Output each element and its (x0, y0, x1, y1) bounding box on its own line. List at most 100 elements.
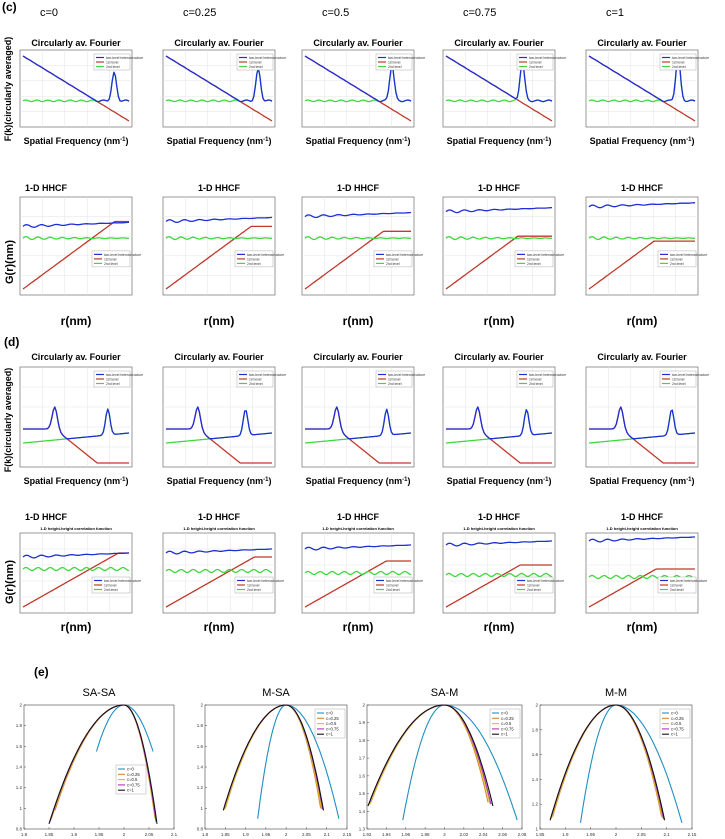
fourier-title: Circularly av. Fourier (174, 352, 264, 362)
e-xtick-label: 2.02 (459, 832, 468, 837)
c-hhcf-4-series-1st (588, 240, 695, 290)
c-hhcf-2-series-two-level (304, 211, 412, 219)
e-xtick-label: 2.05 (637, 832, 646, 837)
d-fourier-3-legend-label: two-level heterostructure (529, 373, 566, 377)
fourier-xlabel: Spatial Frequency (nm-1) (306, 136, 411, 146)
e-ytick-label: 1.8 (197, 723, 204, 728)
d-fourier-4-legend-label: 1st level (672, 378, 685, 382)
c-hhcf-0-legend-label: 2nd level (104, 262, 118, 266)
e-xtick-label: 2.1 (324, 832, 331, 837)
d-hhcf-4-legend-label: 1st level (670, 584, 683, 588)
e-xtick-label: 2.1 (664, 832, 671, 837)
fourier-xlabel: Spatial Frequency (nm-1) (24, 476, 129, 486)
c-value-label: c=0 (40, 7, 58, 19)
e-legend-label: c=0.25 (671, 716, 684, 721)
d-hhcf-4-legend-label: 2nd level (670, 588, 684, 592)
hhcf-title: 1-D HHCF (198, 183, 241, 193)
e-ytick-label: 1.5 (359, 791, 366, 796)
e-legend-label: c=1 (501, 732, 509, 737)
d-hhcf-2-series-two-level (304, 544, 412, 551)
e-ytick-label: 1.2 (197, 785, 204, 790)
d-fourier-2-legend-label: 1st level (388, 378, 401, 382)
d-fourier-1-series-two-level (166, 406, 273, 440)
d-fourier-0-grid (20, 367, 132, 467)
d-hhcf-0-legend-label: 2nd level (104, 588, 118, 592)
e-ytick-label: 1.4 (197, 765, 204, 770)
d-hhcf-3-series-2nd (445, 572, 553, 578)
d-hhcf-2-legend-label: 2nd level (386, 588, 400, 592)
e-ytick-label: 1.6 (359, 773, 366, 778)
c-hhcf-2-series-2nd (304, 236, 412, 241)
fourier-ylabel: F(k)(circularly averaged) (3, 368, 13, 473)
fourier-xlabel: Spatial Frequency (nm-1) (447, 476, 552, 486)
d-hhcf-1-series-1st (165, 556, 272, 608)
c-value-label: c=0.5 (322, 7, 349, 19)
e-ytick-label: 2 (535, 703, 538, 708)
d-hhcf-2-legend-label: two-level heterostructure (386, 579, 423, 583)
fourier-title: Circularly av. Fourier (454, 352, 544, 362)
fourier-xlabel-close: ) (548, 136, 551, 146)
hhcf-ylabel: G(r)(nm) (4, 560, 16, 604)
d-hhcf-0-series-1st (22, 552, 129, 608)
d-hhcf-4-series-two-level (588, 536, 696, 543)
fourier-title: Circularly av. Fourier (454, 38, 544, 48)
e-legend-label: c=0 (127, 767, 135, 772)
hhcf-xlabel: r(nm) (484, 620, 515, 634)
e-xtick-label: 1.8 (21, 832, 28, 837)
c-fourier-0-legend-label: 1st level (106, 61, 119, 65)
d-fourier-1-legend-label: 2nd level (249, 382, 263, 386)
fourier-xlabel-sup: -1 (402, 137, 408, 143)
hhcf-xlabel: r(nm) (61, 620, 92, 634)
c-hhcf-3-legend-label: two-level heterostructure (527, 253, 564, 257)
d-hhcf-0-legend-label: 1st level (104, 584, 117, 588)
d-hhcf-1-series-two-level (165, 548, 273, 555)
c-fourier-2-legend-label: two-level heterostructure (388, 56, 425, 60)
c-fourier-4-legend-label: two-level heterostructure (672, 56, 709, 60)
e-chart-title: M-SA (262, 687, 290, 699)
fourier-xlabel: Spatial Frequency (nm-1) (447, 136, 552, 146)
e-xtick-label: 2 (615, 832, 618, 837)
c-value-label: c=1 (606, 7, 624, 19)
d-fourier-3-legend-label: 2nd level (529, 382, 543, 386)
c-hhcf-1-legend-label: 2nd level (247, 262, 261, 266)
fourier-xlabel-close: ) (125, 476, 128, 486)
fourier-xlabel-close: ) (407, 476, 410, 486)
hhcf-xlabel: r(nm) (343, 620, 374, 634)
d-hhcf-3-series-two-level (445, 540, 553, 547)
fourier-title: Circularly av. Fourier (31, 38, 121, 48)
fourier-title: Circularly av. Fourier (313, 352, 403, 362)
c-hhcf-0-series-two-level (22, 221, 130, 228)
d-fourier-2-legend-label: two-level heterostructure (388, 373, 425, 377)
d-fourier-0-legend-label: two-level heterostructure (106, 373, 143, 377)
hhcf-xlabel: r(nm) (484, 314, 515, 328)
e-curve-c=0 (402, 704, 518, 821)
c-hhcf-1-series-two-level (165, 216, 273, 224)
e-legend-label: c=0.5 (501, 721, 512, 726)
hhcf-subtitle: 1-D height-height correlation function (606, 526, 678, 531)
d-hhcf-1-series-2nd (165, 568, 273, 574)
d-hhcf-4-series-1st (588, 568, 695, 608)
e-xtick-label: 2 (285, 832, 288, 837)
fourier-title: Circularly av. Fourier (313, 38, 403, 48)
e-legend-label: c=0.25 (127, 772, 140, 777)
e-ytick-label: 1.4 (532, 777, 539, 782)
c-fourier-1-series-two-level (165, 55, 273, 103)
fourier-title: Circularly av. Fourier (31, 352, 121, 362)
c-hhcf-1-legend-label: two-level heterostructure (247, 253, 284, 257)
c-fourier-3-legend-label: 1st level (529, 61, 542, 65)
e-legend-label: c=0.5 (671, 721, 682, 726)
d-hhcf-1-legend-label: 2nd level (247, 588, 261, 592)
d-fourier-3-series-two-level (446, 406, 553, 440)
d-fourier-3-legend-label: 1st level (529, 378, 542, 382)
fourier-title: Circularly av. Fourier (597, 352, 687, 362)
c-fourier-3-legend-label: 2nd level (529, 65, 543, 69)
d-hhcf-2-grid (302, 533, 414, 613)
e-curve-c=1 (222, 704, 325, 811)
d-fourier-2-legend-label: 2nd level (388, 382, 402, 386)
fourier-xlabel: Spatial Frequency (nm-1) (306, 476, 411, 486)
c-hhcf-4-legend-label: 1st level (670, 257, 683, 261)
e-xtick-label: 1.95 (95, 832, 104, 837)
fourier-xlabel: Spatial Frequency (nm-1) (24, 136, 129, 146)
e-ytick-label: 1.8 (359, 738, 366, 743)
c-hhcf-3-frame (442, 196, 556, 296)
